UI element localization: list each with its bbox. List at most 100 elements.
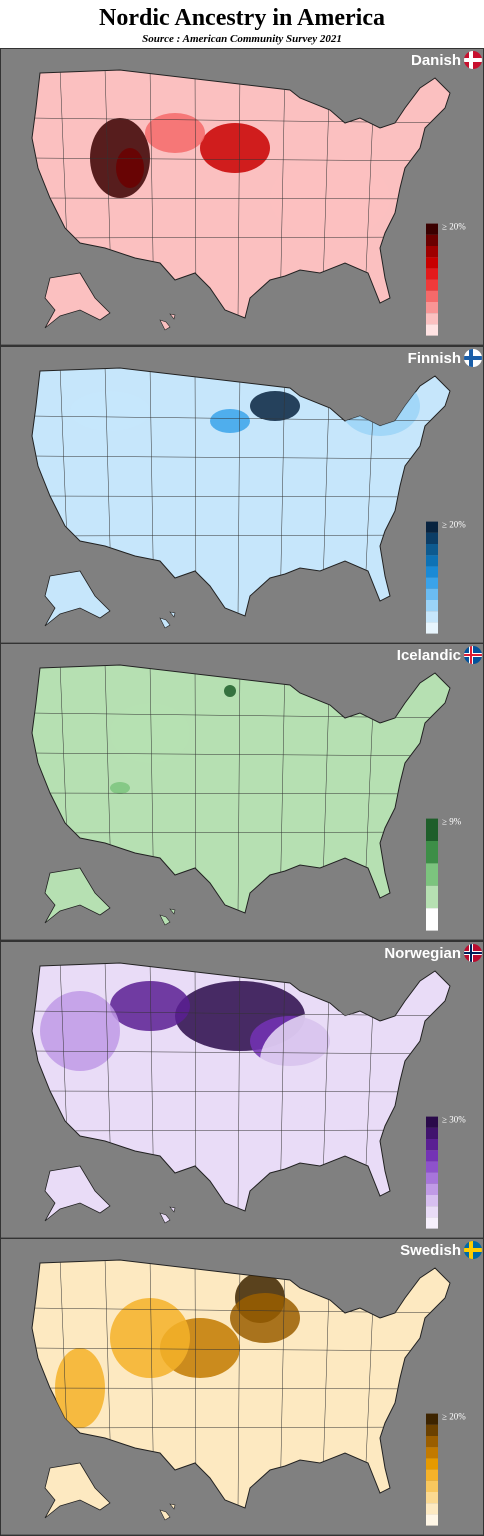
legend-swatch — [426, 1194, 438, 1206]
state-border — [32, 1348, 450, 1352]
hotspot — [110, 1298, 190, 1379]
state-border — [279, 70, 286, 318]
legend-label: ≥ 20% — [442, 519, 466, 529]
hotspot — [70, 390, 150, 431]
alaska — [44, 1462, 111, 1519]
state-border — [32, 534, 450, 536]
state-border — [32, 752, 450, 757]
state-border — [32, 1090, 450, 1093]
legend-label: ≥ 9% — [442, 817, 462, 827]
panel-title: Swedish — [400, 1242, 461, 1259]
state-border — [32, 1050, 450, 1055]
state-border — [32, 792, 450, 795]
legend-swatch — [426, 290, 438, 302]
legend-swatch — [426, 565, 438, 578]
hotspot — [224, 685, 236, 698]
panel-title: Icelandic — [397, 647, 461, 664]
hawaii — [159, 908, 176, 926]
state-border — [279, 1260, 286, 1509]
legend-swatch — [426, 841, 438, 864]
flag-cross — [464, 951, 482, 954]
hotspot — [110, 782, 130, 795]
state-border — [237, 367, 241, 616]
map-panel: Norwegian ≥ 30% — [0, 940, 484, 1239]
flag — [464, 51, 482, 69]
state-border — [279, 962, 286, 1211]
state-border — [279, 665, 286, 914]
legend-swatch — [426, 1492, 438, 1504]
legend-swatch — [426, 1425, 438, 1437]
map-panel: Finnish ≥ 20% — [0, 345, 484, 644]
legend-swatch — [426, 1413, 438, 1426]
alaska — [44, 1165, 111, 1222]
legend-swatch — [426, 1161, 438, 1173]
state-border — [237, 962, 241, 1211]
legend-swatch — [426, 1458, 438, 1470]
legend-swatch — [426, 302, 438, 314]
state-border — [32, 197, 450, 200]
legend-swatch — [426, 521, 438, 533]
state-border — [32, 831, 450, 834]
map-panel: Danish ≥ 20% — [0, 48, 484, 346]
flag-cross — [464, 654, 482, 657]
title: Nordic Ancestry in America — [99, 5, 385, 31]
legend-swatch — [426, 1205, 438, 1218]
legend-swatch — [426, 246, 438, 258]
hotspot — [250, 390, 300, 421]
legend-swatch — [426, 885, 438, 909]
state-border — [32, 1388, 450, 1390]
legend-swatch — [426, 577, 438, 589]
legend-swatch — [426, 818, 438, 842]
alaska — [44, 570, 111, 626]
legend-swatch — [426, 621, 438, 634]
header: Nordic Ancestry in America Source : Amer… — [0, 0, 484, 48]
legend-swatch — [426, 234, 438, 246]
map-panel: Swedish ≥ 20% — [0, 1238, 484, 1536]
legend-swatch — [426, 1116, 438, 1128]
map-panel: Icelandic ≥ 9% — [0, 643, 484, 941]
hawaii — [159, 1206, 176, 1224]
hawaii — [159, 611, 176, 629]
legend-swatch — [426, 908, 438, 931]
state-border — [279, 367, 286, 616]
hotspot — [110, 980, 190, 1031]
source: Source : American Community Survey 2021 — [142, 33, 342, 45]
hotspot — [116, 148, 144, 188]
legend-label: ≥ 20% — [442, 1412, 466, 1422]
hawaii — [159, 313, 176, 331]
legend-swatch — [426, 1183, 438, 1195]
state-border — [32, 236, 450, 239]
flag-cross — [464, 355, 482, 360]
legend-swatch — [426, 1217, 438, 1229]
state-border — [32, 1427, 450, 1429]
hotspot — [230, 1293, 300, 1344]
legend-swatch — [426, 863, 438, 886]
panel-title: Danish — [411, 52, 461, 69]
hotspot — [200, 123, 270, 173]
flag — [464, 646, 482, 665]
panel-title: Norwegian — [384, 945, 461, 962]
legend-swatch — [426, 1149, 438, 1162]
legend-swatch — [426, 223, 438, 235]
legend-swatch — [426, 1172, 438, 1184]
alaska — [44, 867, 111, 924]
state-border — [237, 1260, 241, 1509]
legend-swatch — [426, 268, 438, 280]
flag — [464, 943, 482, 962]
legend-label: ≥ 30% — [442, 1114, 466, 1124]
legend-swatch — [426, 279, 438, 291]
hotspot — [210, 408, 250, 433]
hotspots — [32, 962, 450, 1211]
state-border — [32, 157, 450, 162]
hawaii — [159, 1503, 176, 1521]
legend-swatch — [426, 324, 438, 336]
legend-swatch — [426, 599, 438, 611]
legend-swatch — [426, 1481, 438, 1493]
legend-swatch — [426, 1447, 438, 1459]
flag-cross — [464, 58, 482, 62]
legend-swatch — [426, 1503, 438, 1515]
legend-swatch — [426, 610, 438, 622]
hotspot — [260, 1010, 400, 1111]
hotspot — [270, 158, 390, 238]
